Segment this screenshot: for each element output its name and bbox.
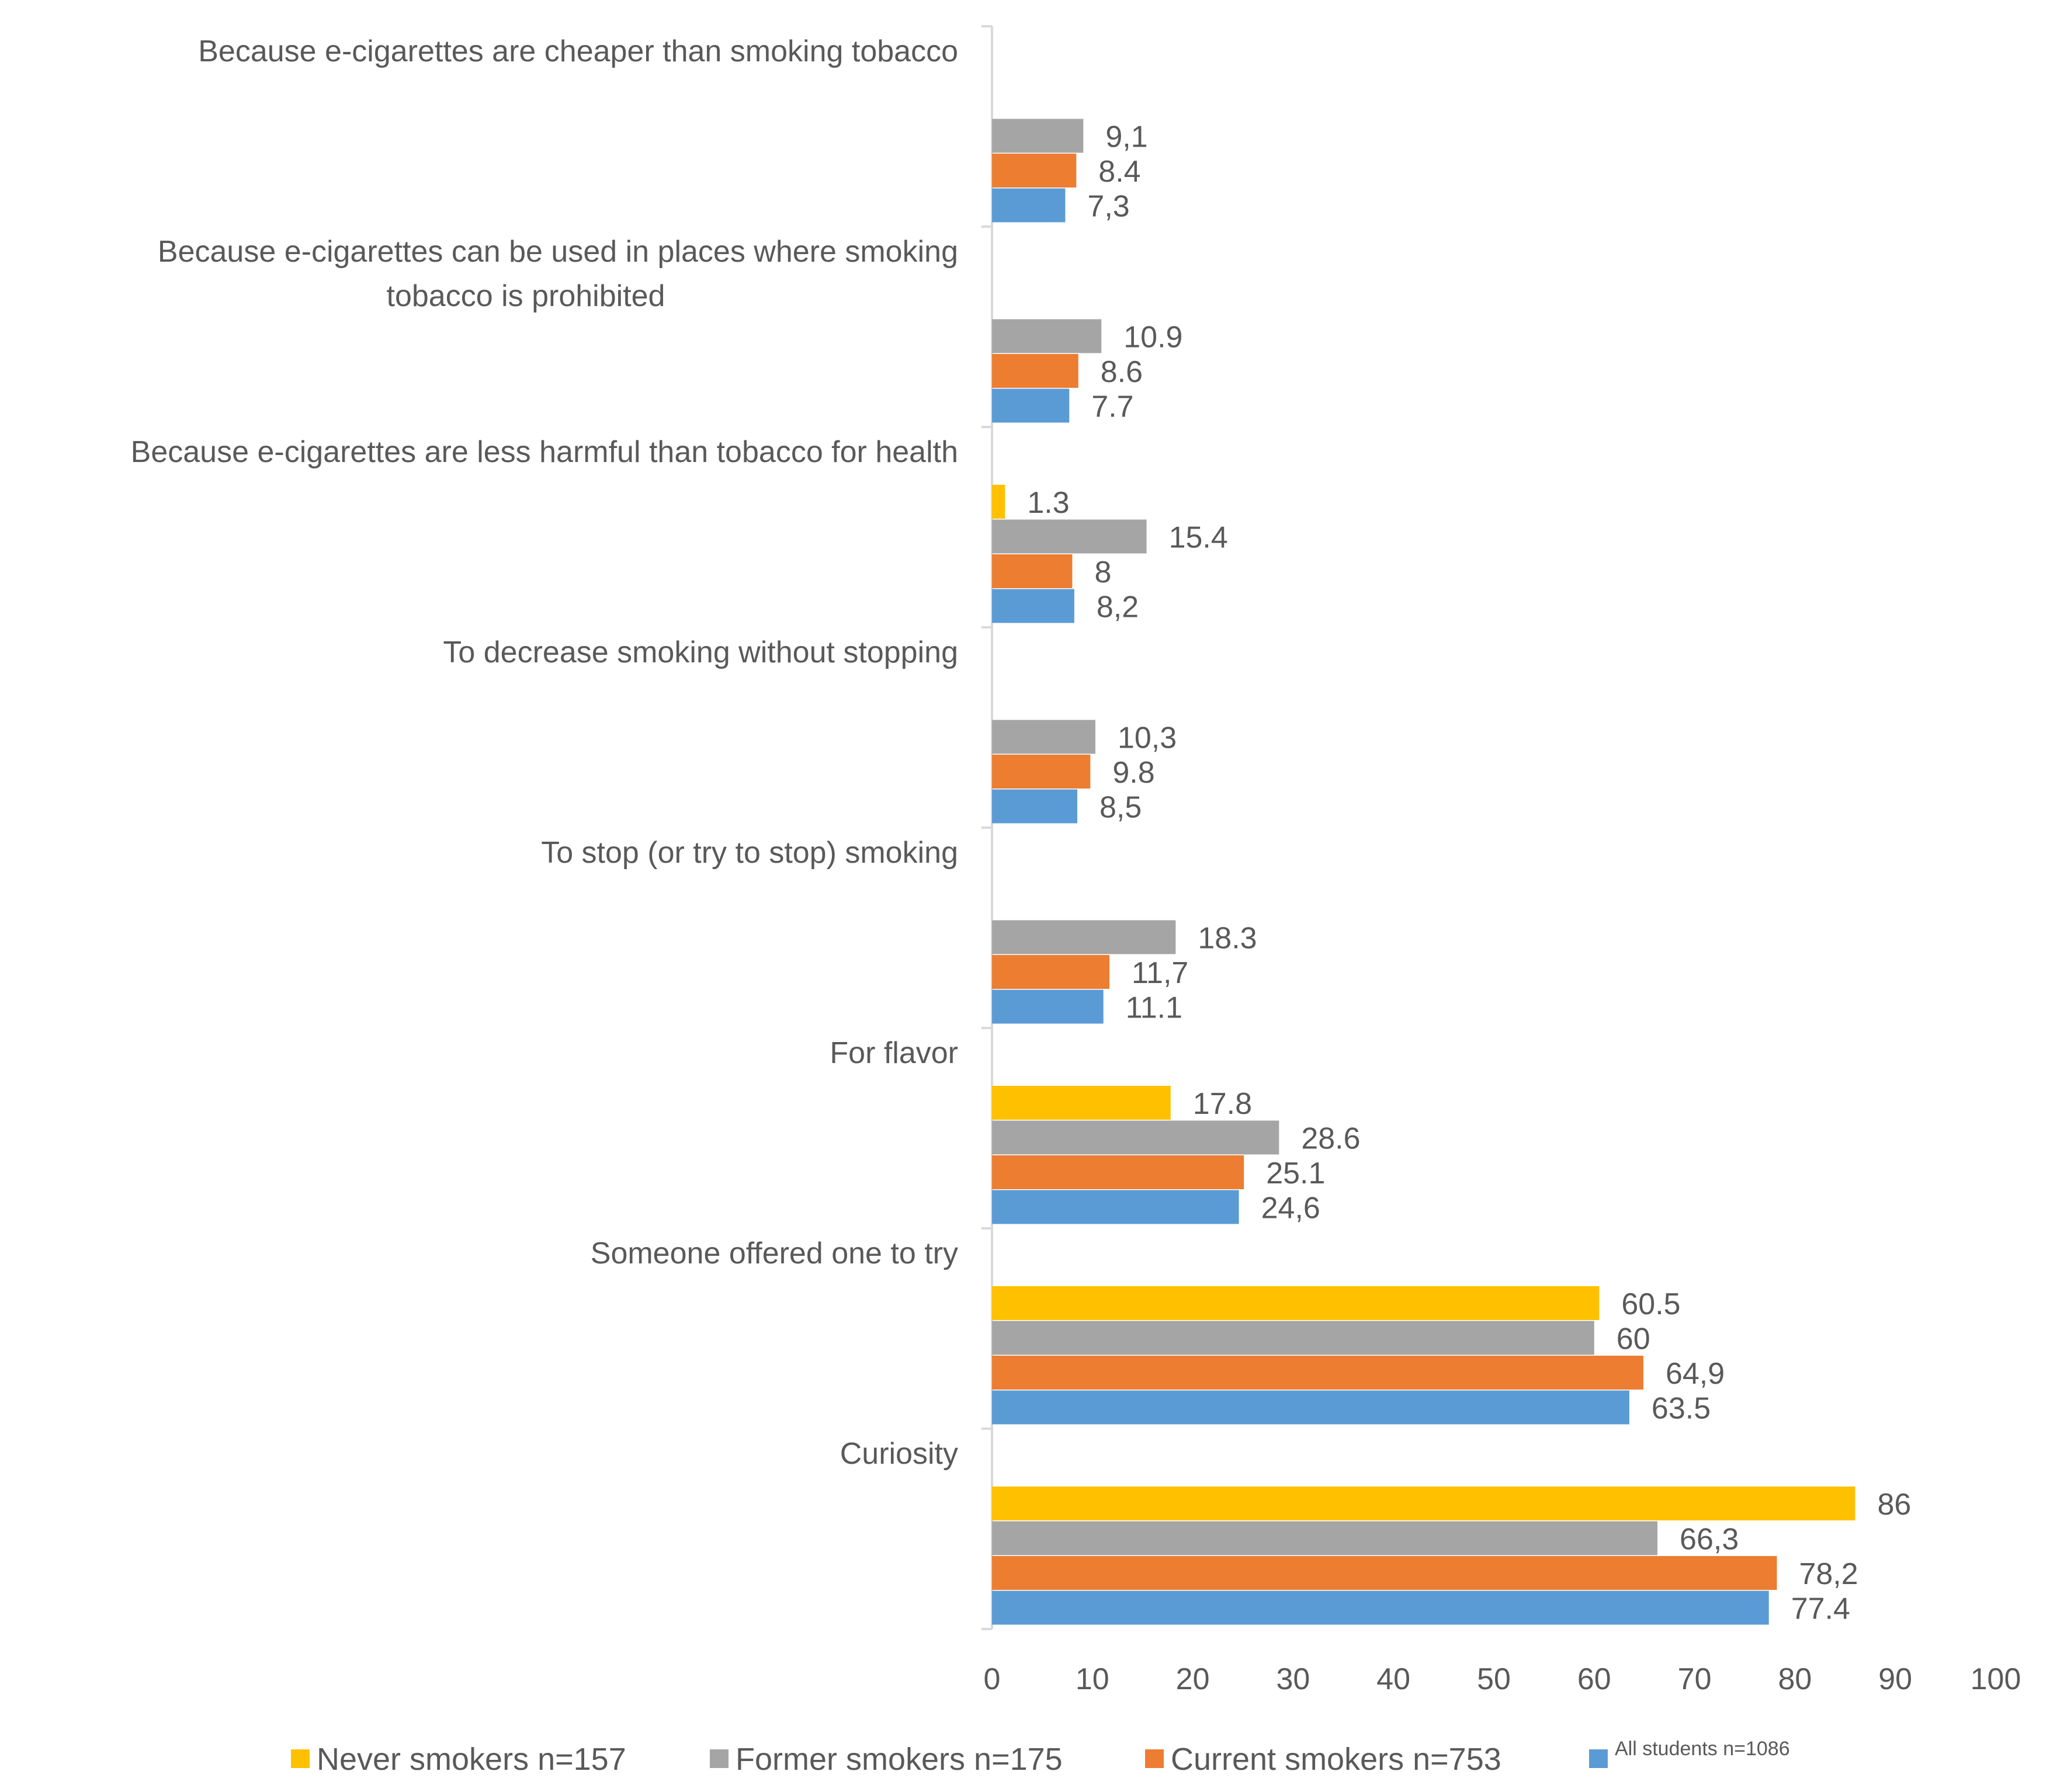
- legend-swatch: [291, 1749, 310, 1768]
- x-tick-label: 100: [1971, 1662, 2021, 1696]
- data-label: 18.3: [1198, 922, 1257, 956]
- legend-label: Current smokers n=753: [1171, 1742, 1501, 1777]
- bar: [992, 154, 1077, 187]
- x-tick-label: 50: [1477, 1662, 1511, 1696]
- data-label: 7,3: [1087, 190, 1129, 224]
- bar: [992, 1356, 1643, 1390]
- category-label: Because e-cigarettes can be used in plac…: [158, 235, 958, 313]
- category-labels: Because e-cigarettes are cheaper than sm…: [131, 34, 958, 1471]
- bar: [992, 1086, 1171, 1120]
- legend-label: Former smokers n=175: [736, 1742, 1063, 1777]
- bar: [992, 188, 1066, 223]
- bar: [992, 989, 1104, 1024]
- bar: [992, 589, 1074, 623]
- data-label: 15.4: [1169, 521, 1228, 555]
- category-label: Someone offered one to try: [591, 1237, 958, 1270]
- legend-label: Never smokers n=157: [317, 1742, 626, 1777]
- data-label: 86: [1877, 1488, 1911, 1522]
- legend-label: All students n=1086: [1615, 1738, 1790, 1760]
- x-tick-label: 20: [1176, 1662, 1210, 1696]
- category-label: For flavor: [830, 1036, 958, 1070]
- data-label: 8,2: [1097, 591, 1139, 624]
- bar: [992, 755, 1091, 789]
- data-label: 60: [1617, 1322, 1650, 1356]
- data-label: 77.4: [1791, 1592, 1850, 1626]
- category-label: Because e-cigarettes are less harmful th…: [131, 435, 958, 469]
- legend: Never smokers n=157 Former smokers n=175 C…: [291, 1738, 1790, 1777]
- bar: [992, 1390, 1629, 1425]
- data-label: 60.5: [1621, 1287, 1680, 1321]
- data-label: 8.6: [1101, 355, 1143, 389]
- bar: [992, 955, 1110, 989]
- legend-swatch: [1145, 1749, 1164, 1768]
- category-label: Curiosity: [840, 1437, 958, 1471]
- bar: [992, 920, 1176, 954]
- data-label: 8,5: [1099, 791, 1142, 825]
- y-axis-ticks: [981, 25, 992, 1630]
- data-label: 10.9: [1123, 321, 1182, 355]
- category-label: To stop (or try to stop) smoking: [541, 836, 958, 870]
- legend-swatch: [710, 1749, 729, 1768]
- data-label: 10,3: [1118, 721, 1177, 755]
- data-label: 9,1: [1105, 120, 1147, 154]
- bar: [992, 1321, 1594, 1355]
- data-label: 11.1: [1126, 991, 1182, 1025]
- data-label: 8: [1094, 555, 1111, 589]
- data-label: 1.3: [1027, 486, 1069, 520]
- bar: [992, 1556, 1777, 1590]
- bar: [992, 388, 1070, 423]
- x-tick-label: 10: [1076, 1662, 1109, 1696]
- legend-swatch: [1589, 1749, 1608, 1768]
- bar: [992, 485, 1005, 519]
- x-tick-label: 90: [1878, 1662, 1912, 1696]
- plot-area: 9,18.47,3 10.98.67.7 1.3 15.4 88,2 10,39.88,5…: [981, 25, 1911, 1630]
- bars: [992, 119, 1855, 1625]
- bar: [992, 1286, 1600, 1320]
- bar: [992, 1120, 1279, 1155]
- x-axis: 0 10 20 30 40 50 60 70 80 90 100: [984, 1662, 2021, 1696]
- bar: [992, 789, 1078, 824]
- data-label: 28.6: [1301, 1122, 1360, 1156]
- x-tick-label: 0: [984, 1662, 1001, 1696]
- data-labels: 9,18.47,3 10.98.67.7 1.3 15.4 88,2 10,39.88,5…: [1027, 120, 1911, 1626]
- data-label: 24,6: [1261, 1192, 1320, 1225]
- x-tick-label: 30: [1276, 1662, 1310, 1696]
- x-tick-label: 60: [1577, 1662, 1611, 1696]
- bar: [992, 1190, 1239, 1224]
- data-label: 78,2: [1799, 1557, 1858, 1591]
- bar: [992, 1590, 1769, 1625]
- data-label: 17.8: [1193, 1087, 1252, 1121]
- data-label: 9.8: [1112, 756, 1154, 790]
- data-label: 25.1: [1266, 1157, 1325, 1190]
- bar: [992, 1521, 1658, 1555]
- x-tick-label: 40: [1376, 1662, 1410, 1696]
- x-tick-label: 80: [1778, 1662, 1812, 1696]
- bar: [992, 1155, 1244, 1189]
- data-label: 11,7: [1132, 956, 1188, 990]
- bar: [992, 1487, 1855, 1520]
- bar: [992, 319, 1102, 353]
- data-label: 8.4: [1098, 155, 1140, 189]
- data-label: 66,3: [1680, 1523, 1739, 1557]
- bar: [992, 554, 1073, 588]
- bar: [992, 720, 1095, 754]
- data-label: 63.5: [1652, 1392, 1711, 1426]
- data-label: 64,9: [1666, 1357, 1725, 1391]
- data-label: 7.7: [1091, 390, 1133, 424]
- category-label: Because e-cigarettes are cheaper than sm…: [198, 34, 958, 68]
- x-tick-label: 70: [1678, 1662, 1712, 1696]
- bar: [992, 519, 1147, 554]
- bar: [992, 119, 1084, 153]
- category-label: To decrease smoking without stopping: [443, 635, 958, 669]
- bar: [992, 354, 1078, 388]
